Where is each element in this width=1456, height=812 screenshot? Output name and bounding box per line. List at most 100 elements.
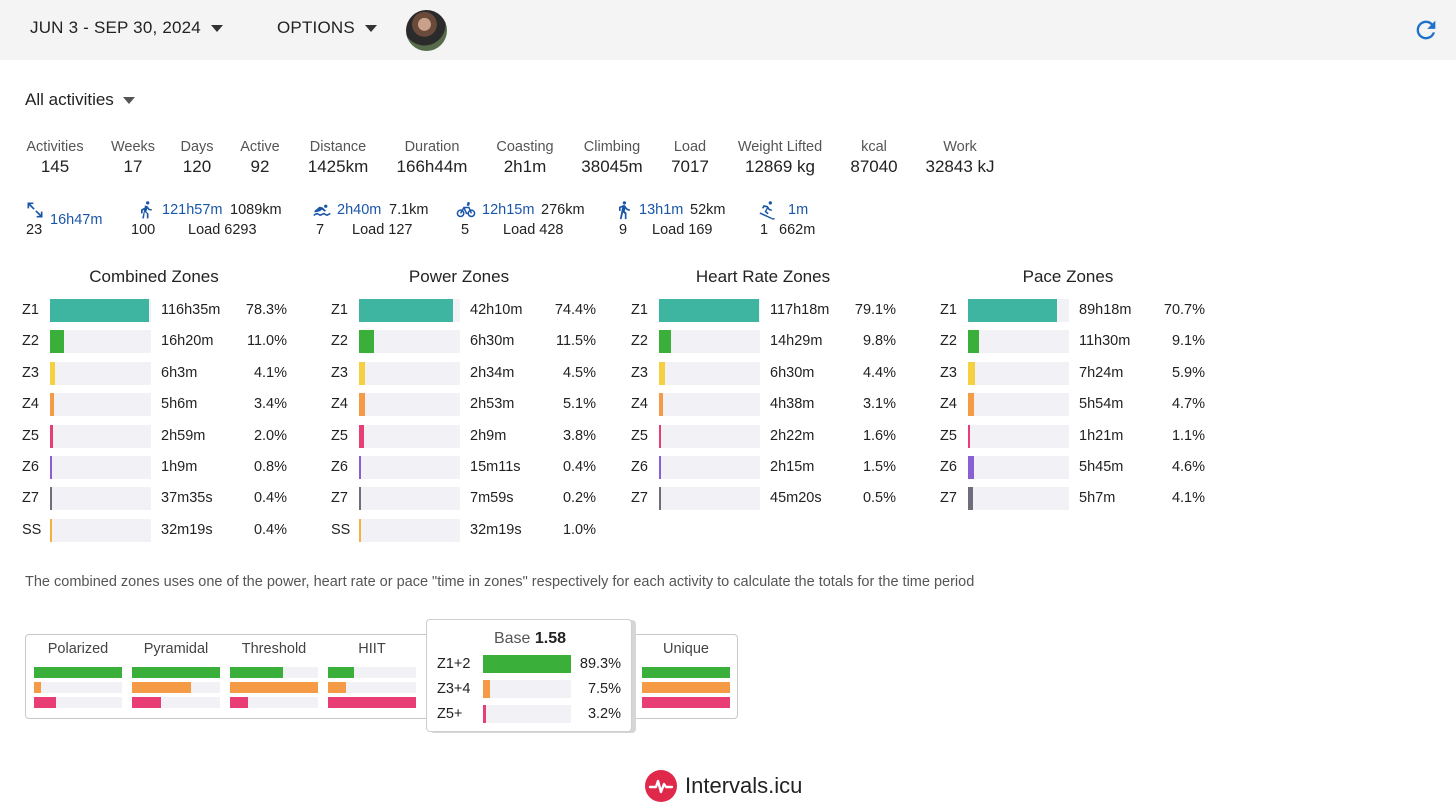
distribution-bar-track <box>230 667 318 678</box>
zone-bar-track <box>659 330 760 354</box>
zone-bar <box>659 424 661 448</box>
tooltip-zone-label: Z5+ <box>437 706 463 722</box>
stat-label: Duration <box>404 139 460 155</box>
zone-bar <box>659 393 663 417</box>
zone-label: Z4 <box>631 396 648 413</box>
distribution-bar <box>230 697 248 708</box>
date-range-dropdown[interactable]: JUN 3 - SEP 30, 2024 <box>30 18 223 38</box>
options-dropdown[interactable]: OPTIONS <box>277 18 377 38</box>
distribution-bar-track <box>328 697 416 708</box>
sport-walk[interactable]: 13h1m 52km 9 Load 169 <box>614 198 734 242</box>
sport-load: Load 428 <box>503 222 564 238</box>
zone-time: 7h24m <box>1079 364 1124 381</box>
zone-label: Z2 <box>940 333 957 350</box>
zone-row: Z4 5h6m 3.4% <box>22 393 292 417</box>
tooltip-percent: 89.3% <box>579 656 621 672</box>
stat-activities: Activities 145 <box>26 139 83 177</box>
zone-row: Z6 5h45m 4.6% <box>940 456 1210 480</box>
stat-value: 145 <box>40 157 70 176</box>
zone-row: Z1 117h18m 79.1% <box>631 299 901 323</box>
zone-time: 2h53m <box>470 396 515 413</box>
zone-row: Z6 15m11s 0.4% <box>331 456 601 480</box>
distribution-bar-track <box>642 667 730 678</box>
zone-label: SS <box>331 521 351 538</box>
zone-label: Z7 <box>631 490 648 507</box>
zone-bar-track <box>659 424 760 448</box>
zone-bar <box>50 361 55 385</box>
distribution-model-column[interactable]: Polarized <box>34 635 122 708</box>
zone-percent: 2.0% <box>253 427 287 444</box>
zone-bar-track <box>968 424 1069 448</box>
avatar[interactable] <box>406 10 447 51</box>
zone-row: Z3 6h3m 4.1% <box>22 361 292 386</box>
sport-other[interactable]: 16h47m 23 <box>25 198 120 242</box>
stat-label: Coasting <box>496 139 554 155</box>
distribution-model-column[interactable]: HIIT <box>328 635 416 708</box>
distribution-model-column[interactable]: Pyramidal <box>132 635 220 708</box>
zone-label: Z4 <box>940 396 957 413</box>
zone-percent: 3.4% <box>253 396 287 413</box>
zone-percent: 70.7% <box>1163 302 1205 318</box>
zone-bar-track <box>50 487 151 511</box>
zone-percent: 4.7% <box>1171 396 1205 413</box>
zone-bar <box>659 299 759 322</box>
zone-label: Z5 <box>331 427 348 444</box>
distribution-bar <box>328 682 346 693</box>
sport-bike[interactable]: 12h15m 276km 5 Load 428 <box>455 198 595 242</box>
stat-label: Weight Lifted <box>737 139 823 155</box>
zone-time: 1h9m <box>161 459 198 475</box>
zone-time: 42h10m <box>470 302 523 318</box>
zone-percent: 4.6% <box>1171 459 1205 475</box>
distribution-bar <box>34 697 56 708</box>
zone-time: 2h59m <box>161 427 206 444</box>
zone-row: Z5 2h9m 3.8% <box>331 424 601 449</box>
zone-table-title: Pace Zones <box>1022 267 1114 286</box>
zone-bar-track <box>968 299 1069 322</box>
options-label: OPTIONS <box>277 18 355 37</box>
distribution-bar-track <box>642 682 730 693</box>
zone-row: Z2 11h30m 9.1% <box>940 330 1210 354</box>
distribution-model-column[interactable]: Unique <box>642 635 730 708</box>
sport-swim[interactable]: 2h40m 7.1km 7 Load 127 <box>312 198 437 242</box>
zone-time: 11h30m <box>1079 333 1131 350</box>
zone-row: Z7 7m59s 0.2% <box>331 487 601 511</box>
zone-time: 37m35s <box>161 490 213 507</box>
distribution-model-label: Pyramidal <box>143 641 209 657</box>
zone-percent: 74.4% <box>554 302 596 318</box>
zone-percent: 0.4% <box>253 521 287 538</box>
zone-time: 6h30m <box>470 333 515 350</box>
zone-row: Z3 2h34m 4.5% <box>331 361 601 386</box>
zone-bar-track <box>359 518 460 542</box>
tooltip-bar-track <box>483 680 571 698</box>
sport-load: Load 127 <box>352 222 413 238</box>
distribution-model-column[interactable]: Threshold <box>230 635 318 708</box>
distribution-bar <box>34 667 122 678</box>
stat-label: Active <box>240 139 280 155</box>
distribution-bar <box>642 682 730 693</box>
zone-label: Z5 <box>22 427 39 444</box>
sport-ski[interactable]: 1m 1 662m <box>757 198 827 242</box>
zone-time: 2h9m <box>470 427 507 444</box>
zone-bar <box>50 518 52 542</box>
zone-label: Z5 <box>940 427 957 444</box>
tooltip-bar-track <box>483 655 571 673</box>
zone-bar <box>968 487 973 511</box>
zone-row: Z4 4h38m 3.1% <box>631 393 901 417</box>
stat-label: Climbing <box>583 139 641 155</box>
zone-label: Z7 <box>940 490 957 507</box>
zone-time: 89h18m <box>1079 302 1132 318</box>
zone-bar-track <box>359 424 460 448</box>
distribution-bar <box>230 667 283 678</box>
zone-bar-track <box>968 330 1069 354</box>
refresh-icon[interactable] <box>1412 16 1440 44</box>
activity-filter-dropdown[interactable]: All activities <box>25 90 135 110</box>
distribution-bar-track <box>132 667 220 678</box>
distribution-bar-track <box>132 682 220 693</box>
stat-work: Work 32843 kJ <box>926 139 995 177</box>
sport-duration: 121h57m <box>162 202 223 218</box>
sport-run[interactable]: 121h57m 1089km 100 Load 6293 <box>131 198 292 242</box>
stat-value: 7017 <box>671 157 709 176</box>
sport-distance: 1089km <box>230 202 282 218</box>
zone-label: Z1 <box>940 302 957 318</box>
footer-brand[interactable]: Intervals.icu <box>645 770 802 802</box>
